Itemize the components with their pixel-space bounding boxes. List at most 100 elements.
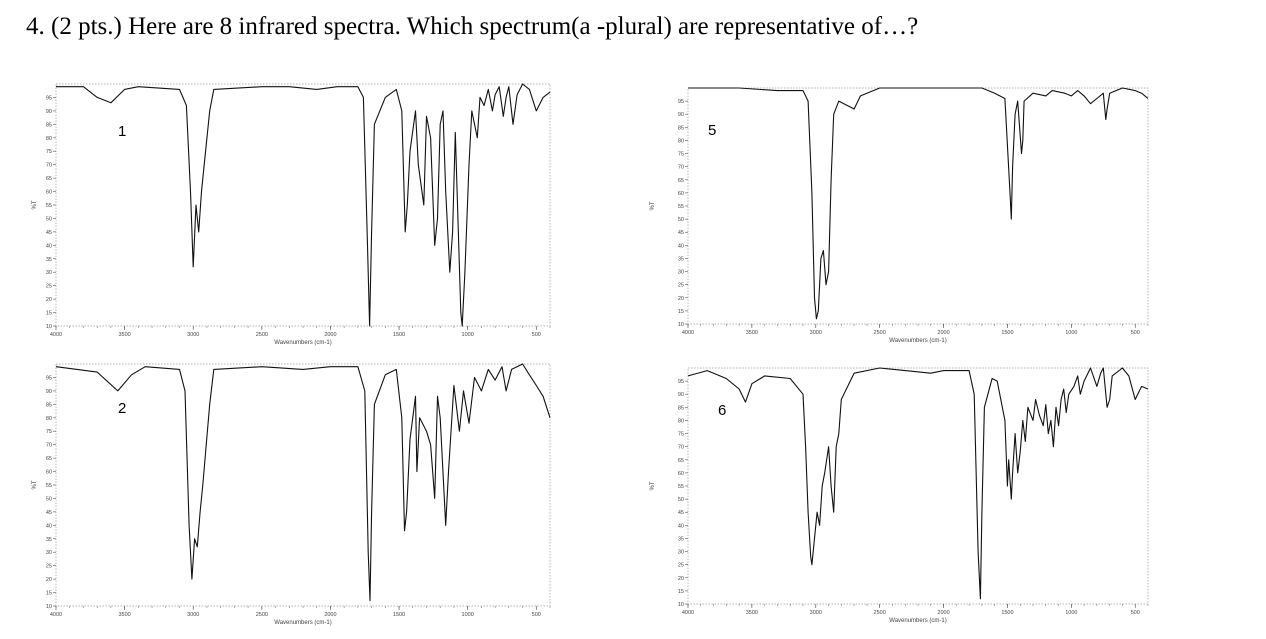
plot-frame <box>55 363 551 607</box>
spectrum-line <box>687 367 1149 600</box>
y-tick-label: 70 <box>46 443 52 449</box>
spectrum-chart-5: %T 10 15 20 25 30 35 40 45 50 55 60 65 70 75 80 85 90 95 40… <box>650 87 1149 344</box>
x-tick-label: 3000 <box>810 610 822 616</box>
x-tick-label: 500 <box>1131 610 1140 616</box>
spectrum-panel-5: %T 10 15 20 25 30 35 40 45 50 55 60 65 70 75 80 85 90 95 40… <box>648 78 1156 356</box>
y-tick-label: 10 <box>678 602 684 608</box>
y-tick-label: 40 <box>678 243 684 249</box>
spectrum-line <box>688 87 1149 320</box>
y-tick-label: 15 <box>46 591 52 597</box>
y-tick-label: 50 <box>46 216 52 222</box>
y-tick-label: 55 <box>46 483 52 489</box>
x-tick-label: 3500 <box>746 610 758 616</box>
x-tick-label: 3500 <box>746 330 758 336</box>
y-tick-label: 85 <box>46 122 52 128</box>
x-tick-label: 500 <box>532 332 541 338</box>
y-tick-label: 30 <box>46 550 52 556</box>
y-tick-label: 40 <box>46 523 52 529</box>
spectrum-line <box>55 363 551 602</box>
y-tick-label: 45 <box>46 230 52 236</box>
y-tick-label: 25 <box>678 563 684 569</box>
plot-frame <box>687 367 1149 605</box>
x-axis-label: Wavenumbers (cm-1) <box>274 340 331 346</box>
x-axis-label: Wavenumbers (cm-1) <box>889 618 946 624</box>
plot-frame <box>687 87 1149 325</box>
x-tick-label: 4000 <box>682 610 694 616</box>
x-tick-label: 3000 <box>187 612 199 618</box>
x-tick-label: 4000 <box>50 612 62 618</box>
y-tick-label: 35 <box>46 537 52 543</box>
y-tick-label: 70 <box>46 163 52 169</box>
x-tick-label: 2000 <box>324 612 336 618</box>
y-tick-label: 80 <box>678 138 684 144</box>
y-tick-label: 65 <box>46 456 52 462</box>
x-tick-label: 500 <box>532 612 541 618</box>
y-tick-label: 65 <box>678 178 684 184</box>
y-tick-label: 25 <box>46 284 52 290</box>
y-tick-label: 50 <box>678 497 684 503</box>
x-tick-label: 1000 <box>1065 330 1077 336</box>
y-tick-label: 75 <box>678 432 684 438</box>
y-tick-label: 80 <box>46 136 52 142</box>
y-tick-label: 35 <box>678 536 684 542</box>
x-tick-label: 2500 <box>874 610 886 616</box>
x-tick-label: 2000 <box>937 330 949 336</box>
y-tick-label: 10 <box>46 324 52 330</box>
y-tick-label: 60 <box>678 471 684 477</box>
x-tick-label: 3500 <box>118 612 130 618</box>
x-tick-label: 2000 <box>324 332 336 338</box>
y-axis-label: %T <box>32 480 38 489</box>
y-tick-label: 10 <box>46 604 52 610</box>
y-tick-label: 45 <box>46 510 52 516</box>
y-tick-label: 25 <box>678 283 684 289</box>
spectrum-panel-1: %T 10 15 20 25 30 35 40 45 50 55 60 65 70 75 80 85 90 95 40… <box>30 78 560 356</box>
x-tick-label: 3000 <box>187 332 199 338</box>
y-tick-label: 45 <box>678 510 684 516</box>
spectrum-number: 2 <box>118 400 126 417</box>
y-tick-label: 75 <box>678 152 684 158</box>
y-tick-label: 65 <box>678 458 684 464</box>
x-tick-label: 1000 <box>1065 610 1077 616</box>
x-tick-label: 2500 <box>874 330 886 336</box>
x-tick-label: 1000 <box>462 332 474 338</box>
x-tick-label: 500 <box>1131 330 1140 336</box>
spectrum-number: 1 <box>118 123 126 140</box>
y-tick-label: 80 <box>46 416 52 422</box>
y-tick-label: 90 <box>46 389 52 395</box>
spectrum-panel-2: %T 10 15 20 25 30 35 40 45 50 55 60 65 70 75 80 85 90 95 40… <box>30 358 560 636</box>
y-tick-label: 95 <box>678 379 684 385</box>
y-tick-label: 20 <box>46 297 52 303</box>
spectrum-line <box>56 83 551 327</box>
spectrum-chart-1: %T 10 15 20 25 30 35 40 45 50 55 60 65 70 75 80 85 90 95 40… <box>32 83 551 346</box>
y-tick-label: 45 <box>678 230 684 236</box>
y-tick-label: 75 <box>46 149 52 155</box>
y-tick-label: 25 <box>46 564 52 570</box>
y-tick-label: 15 <box>678 589 684 595</box>
y-tick-label: 40 <box>46 243 52 249</box>
y-axis-label: %T <box>32 200 38 209</box>
y-tick-label: 15 <box>678 309 684 315</box>
y-tick-label: 70 <box>678 445 684 451</box>
x-tick-label: 2500 <box>256 612 268 618</box>
spectrum-number: 5 <box>708 122 716 139</box>
spectrum-chart-6: %T 10 15 20 25 30 35 40 45 50 55 60 65 70 75 80 85 90 95 40… <box>650 367 1149 624</box>
y-tick-label: 90 <box>678 112 684 118</box>
y-axis-label: %T <box>650 201 656 210</box>
y-tick-label: 30 <box>46 270 52 276</box>
x-tick-label: 1500 <box>1001 330 1013 336</box>
y-tick-label: 95 <box>46 375 52 381</box>
y-tick-label: 70 <box>678 165 684 171</box>
spectrum-panel-6: %T 10 15 20 25 30 35 40 45 50 55 60 65 70 75 80 85 90 95 40… <box>648 358 1156 636</box>
x-tick-label: 4000 <box>682 330 694 336</box>
y-tick-label: 35 <box>46 257 52 263</box>
x-tick-label: 1500 <box>393 332 405 338</box>
y-axis-label: %T <box>650 481 656 490</box>
y-tick-label: 20 <box>46 577 52 583</box>
y-tick-label: 30 <box>678 270 684 276</box>
y-tick-label: 55 <box>678 484 684 490</box>
y-tick-label: 65 <box>46 176 52 182</box>
y-tick-label: 55 <box>678 204 684 210</box>
y-tick-label: 95 <box>678 99 684 105</box>
x-tick-label: 1500 <box>393 612 405 618</box>
y-tick-label: 40 <box>678 523 684 529</box>
